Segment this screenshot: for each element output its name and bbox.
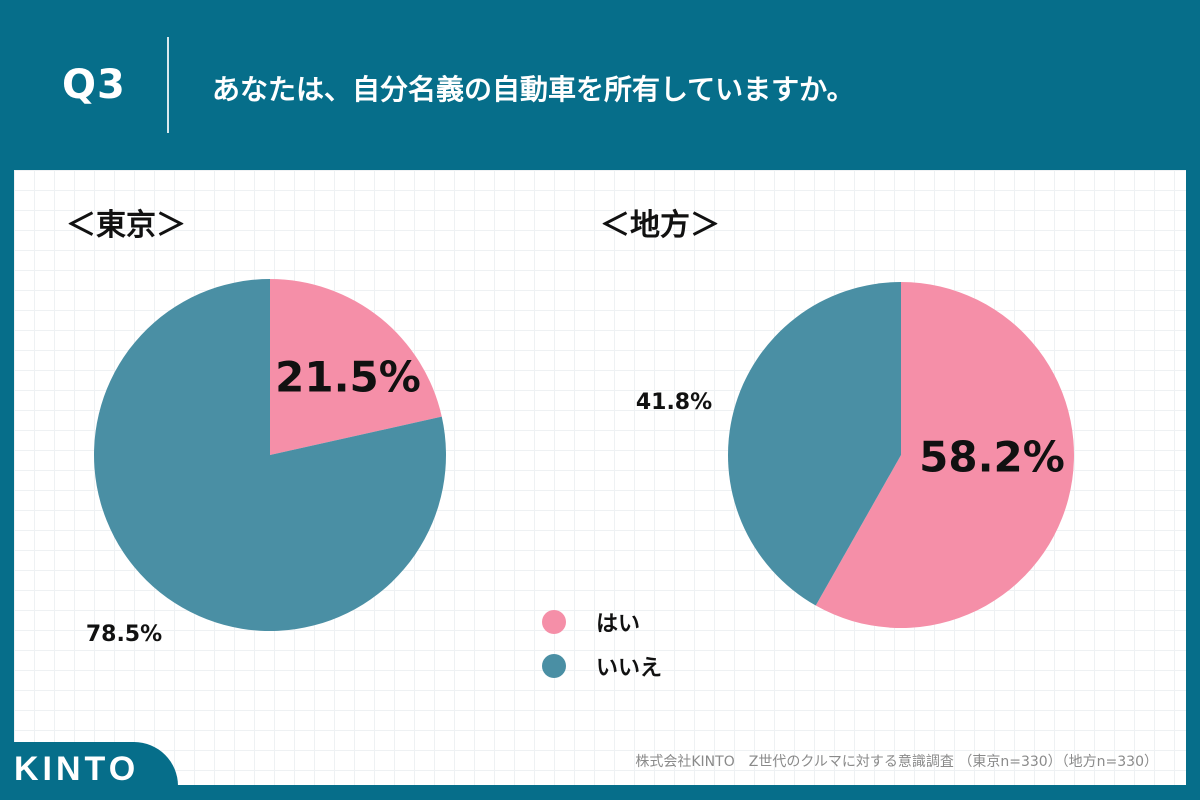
regional-pie: 58.2% 41.8% xyxy=(636,282,1075,628)
question-text: あなたは、自分名義の自動車を所有していますか。 xyxy=(212,73,855,106)
regional-label-yes: 58.2% xyxy=(919,433,1065,482)
header-divider xyxy=(167,37,169,133)
logo-tab xyxy=(0,742,178,800)
legend-dot-no xyxy=(542,654,566,678)
regional-title: ＜地方＞ xyxy=(600,208,720,243)
regional-label-no: 41.8% xyxy=(636,390,712,415)
survey-source-note: 株式会社KINTO Z世代のクルマに対する意識調査 （東京n=330）（地方n=… xyxy=(635,754,1158,770)
tokyo-title: ＜東京＞ xyxy=(66,208,186,243)
tokyo-label-no: 78.5% xyxy=(86,622,162,647)
kinto-logo: KINTO xyxy=(14,750,140,788)
legend-item-yes: はい xyxy=(542,606,640,638)
chart-panel: ＜東京＞ ＜地方＞ 21.5% 78.5% 58.2% 41.8% はい いいえ 株… xyxy=(14,170,1186,785)
legend-dot-yes xyxy=(542,610,566,634)
tokyo-label-yes: 21.5% xyxy=(275,353,421,402)
legend-label-yes: はい xyxy=(596,612,641,637)
regional-slice-yes xyxy=(815,282,1075,628)
legend-item-no: いいえ xyxy=(542,650,662,682)
tokyo-slice-yes xyxy=(270,279,442,455)
legend-label-no: いいえ xyxy=(596,656,663,681)
pie-charts-svg: 21.5% 78.5% 58.2% 41.8% xyxy=(86,279,1075,647)
question-number: Q3 xyxy=(62,62,126,108)
header: Q3 あなたは、自分名義の自動車を所有していますか。 xyxy=(0,0,1200,170)
regional-slice-no xyxy=(728,282,901,606)
tokyo-slice-no xyxy=(94,279,447,631)
tokyo-pie: 21.5% 78.5% xyxy=(86,279,447,647)
